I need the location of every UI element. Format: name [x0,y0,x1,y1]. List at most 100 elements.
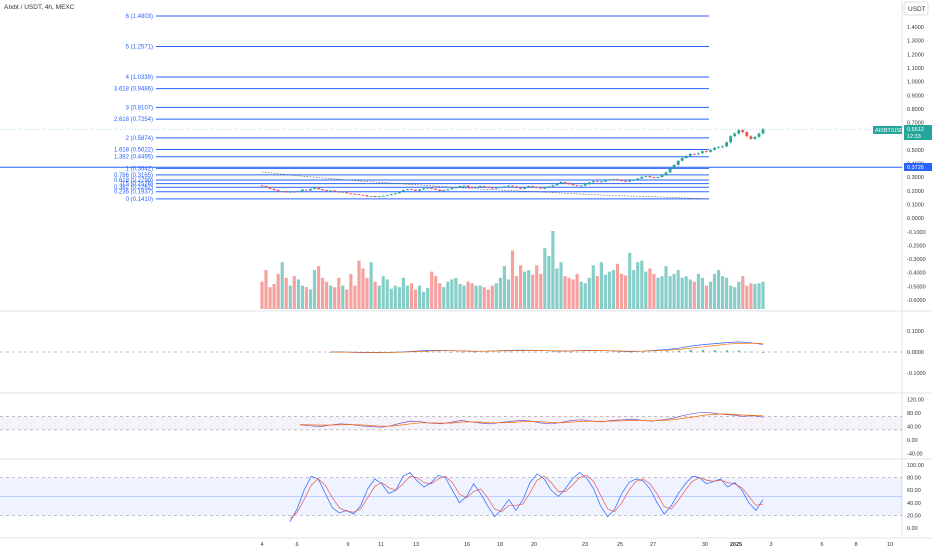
fib-level-label: 0 (0.1410) [126,197,153,203]
time-axis[interactable]: 4 6 9 11 13 16 18 20 23 25 27 30 2025 3 6 8 10 [260,542,893,548]
candle-body [527,186,531,188]
fib-level-label: 0.5 (0.2526) [121,182,153,188]
rsi-axis-tick: 120.00 [907,398,924,404]
candle-body [583,184,587,186]
candle-body [648,176,652,178]
volume-bar [725,277,729,309]
price-axis-tick: 1.4000 [907,25,924,31]
candle-body [414,189,417,191]
candle-body [713,147,716,150]
volume-series [260,231,765,309]
time-axis-tick: 13 [413,542,419,548]
candle-body [636,178,640,180]
price-axis-tick: 0.7000 [907,121,924,127]
candle-body [697,153,700,155]
volume-bar [700,277,704,309]
macd-pane: 0.1000 0.0000 -0.1000 [0,329,926,377]
volume-bar [506,279,511,309]
fib-level-label: 1 (0.3642) [126,166,153,172]
time-axis-tick: 16 [464,542,470,548]
price-axis-tick: 0.8000 [907,107,924,113]
bar-countdown: 12:33 [907,134,921,140]
candle-body [551,185,555,187]
candle-body [676,160,680,165]
volume-bar [555,268,559,309]
price-axis-tick: -0.4000 [907,271,926,277]
macd-histogram-bar [641,352,644,353]
macd-histogram-bar [388,352,392,353]
candle-body [555,183,559,186]
volume-bar [280,262,284,309]
fib-level-label: 0.618 (0.2790) [114,178,153,184]
volume-bar [308,289,313,309]
macd-histogram-bar [629,352,632,353]
price-axis-tick: 1.0000 [907,80,924,86]
candle-body [604,180,607,182]
volume-bar [474,285,478,309]
candle-body [571,184,575,186]
time-axis-tick: 6 [295,542,298,548]
candle-body [345,191,349,194]
volume-bar [595,276,599,309]
volume-bar [717,270,721,309]
candle-body [684,156,688,158]
price-axis-tick: -0.5000 [907,284,926,290]
candle-body [567,182,571,185]
candle-body [462,185,466,187]
candle-body [377,196,381,198]
macd-histogram-bar [376,352,380,353]
macd-histogram-bar [352,352,356,353]
candle-body [268,187,272,189]
volume-bar [321,277,325,309]
volume-bar [349,273,353,309]
volume-bar [430,271,434,309]
candle-body [398,191,401,194]
fib-extension[interactable]: 6 (1.4803) 5 (1.2571) 4 (1.0339) 3.618 (0.9… [0,14,902,203]
volume-bar [312,270,317,309]
price-axis[interactable]: 1.4000 1.3000 1.2000 1.1000 1.0000 0.9000 0.80… [907,25,926,304]
stoch-axis-tick: 60.00 [907,488,921,494]
candle-body [426,187,430,189]
volume-bar [325,281,329,309]
volume-bar [296,279,300,309]
volume-bar [741,276,745,309]
volume-bar [583,283,587,309]
candle-body [672,164,676,169]
candle-body [701,151,704,154]
candle-body [373,196,377,197]
candle-body [288,191,292,193]
candle-body [600,181,603,183]
volume-bar [385,279,389,309]
volume-bar [704,285,708,309]
volume-bar [547,256,551,309]
macd-histogram-bar [677,350,680,352]
volume-bar [680,277,684,309]
volume-bar [551,231,555,309]
candle-body [317,187,320,190]
candle-body [470,187,474,188]
volume-bar [292,276,296,309]
time-axis-tick: 18 [497,542,503,548]
volume-bar [365,277,369,309]
volume-bar [640,260,644,309]
time-axis-tick: 25 [617,542,623,548]
candle-body [531,186,535,187]
candle-body [490,187,494,189]
volume-bar [696,273,700,309]
candle-body [418,189,421,191]
candle-body [309,188,312,191]
candle-body [616,179,619,181]
candle-body [539,187,543,189]
volume-bar [284,277,288,309]
candle-body [664,172,668,176]
currency-button[interactable]: USDT [903,1,929,16]
candle-body [361,194,365,196]
volume-bar [377,285,381,309]
volume-bar [272,284,276,309]
time-axis-tick: 27 [650,542,656,548]
time-axis-tick: 6 [820,542,823,548]
price-axis-tick: 1.3000 [907,39,924,45]
symbol-title: AIxbt / USDT, 4h, MEXC [4,4,75,11]
time-axis-tick: 11 [378,542,384,548]
price-axis-tick: 0.2000 [907,189,924,195]
